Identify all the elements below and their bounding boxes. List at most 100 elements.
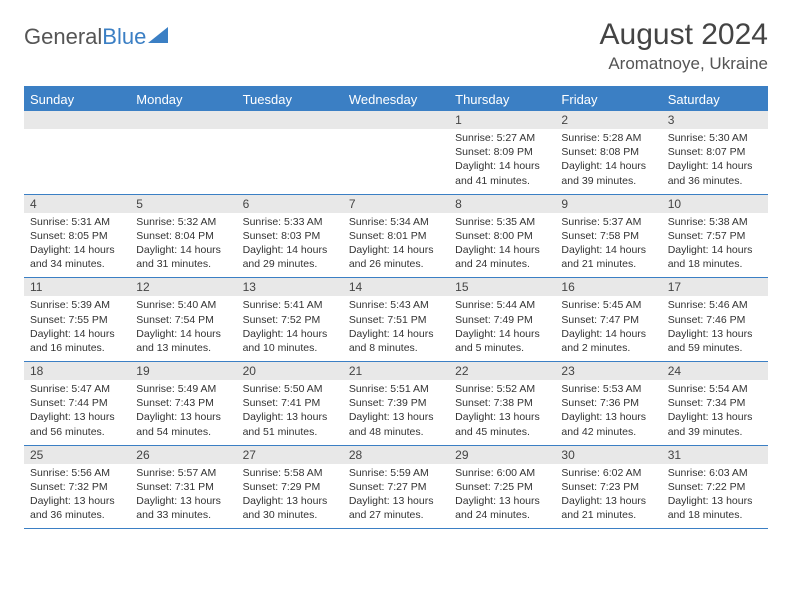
sunset-text: Sunset: 7:38 PM bbox=[455, 396, 549, 410]
day-cell: 19Sunrise: 5:49 AMSunset: 7:43 PMDayligh… bbox=[130, 362, 236, 445]
day-body: Sunrise: 5:32 AMSunset: 8:04 PMDaylight:… bbox=[130, 213, 236, 278]
sunrise-text: Sunrise: 5:38 AM bbox=[668, 215, 762, 229]
sunrise-text: Sunrise: 6:03 AM bbox=[668, 466, 762, 480]
sunset-text: Sunset: 7:31 PM bbox=[136, 480, 230, 494]
day-number bbox=[343, 111, 449, 129]
sunrise-text: Sunrise: 5:43 AM bbox=[349, 298, 443, 312]
day-cell: 30Sunrise: 6:02 AMSunset: 7:23 PMDayligh… bbox=[555, 446, 661, 529]
sunset-text: Sunset: 7:27 PM bbox=[349, 480, 443, 494]
sunrise-text: Sunrise: 5:54 AM bbox=[668, 382, 762, 396]
day-body: Sunrise: 5:59 AMSunset: 7:27 PMDaylight:… bbox=[343, 464, 449, 529]
sunset-text: Sunset: 8:07 PM bbox=[668, 145, 762, 159]
sunset-text: Sunset: 7:47 PM bbox=[561, 313, 655, 327]
daylight-text: Daylight: 14 hours and 31 minutes. bbox=[136, 243, 230, 271]
day-number: 8 bbox=[449, 195, 555, 213]
location: Aromatnoye, Ukraine bbox=[600, 54, 768, 74]
day-number: 10 bbox=[662, 195, 768, 213]
sunrise-text: Sunrise: 5:58 AM bbox=[243, 466, 337, 480]
day-number: 15 bbox=[449, 278, 555, 296]
daylight-text: Daylight: 14 hours and 34 minutes. bbox=[30, 243, 124, 271]
week-row: 4Sunrise: 5:31 AMSunset: 8:05 PMDaylight… bbox=[24, 195, 768, 279]
daylight-text: Daylight: 13 hours and 39 minutes. bbox=[668, 410, 762, 438]
sunset-text: Sunset: 8:04 PM bbox=[136, 229, 230, 243]
sunrise-text: Sunrise: 5:31 AM bbox=[30, 215, 124, 229]
day-body: Sunrise: 5:53 AMSunset: 7:36 PMDaylight:… bbox=[555, 380, 661, 445]
header: GeneralBlue August 2024 Aromatnoye, Ukra… bbox=[24, 18, 768, 74]
daylight-text: Daylight: 13 hours and 42 minutes. bbox=[561, 410, 655, 438]
day-cell: 20Sunrise: 5:50 AMSunset: 7:41 PMDayligh… bbox=[237, 362, 343, 445]
day-cell: 21Sunrise: 5:51 AMSunset: 7:39 PMDayligh… bbox=[343, 362, 449, 445]
sunset-text: Sunset: 7:41 PM bbox=[243, 396, 337, 410]
sunset-text: Sunset: 7:44 PM bbox=[30, 396, 124, 410]
day-number: 29 bbox=[449, 446, 555, 464]
sunset-text: Sunset: 7:43 PM bbox=[136, 396, 230, 410]
day-number: 14 bbox=[343, 278, 449, 296]
day-body: Sunrise: 5:51 AMSunset: 7:39 PMDaylight:… bbox=[343, 380, 449, 445]
week-row: 11Sunrise: 5:39 AMSunset: 7:55 PMDayligh… bbox=[24, 278, 768, 362]
day-body: Sunrise: 5:34 AMSunset: 8:01 PMDaylight:… bbox=[343, 213, 449, 278]
sunset-text: Sunset: 8:03 PM bbox=[243, 229, 337, 243]
sunset-text: Sunset: 7:36 PM bbox=[561, 396, 655, 410]
daylight-text: Daylight: 14 hours and 29 minutes. bbox=[243, 243, 337, 271]
day-cell: 9Sunrise: 5:37 AMSunset: 7:58 PMDaylight… bbox=[555, 195, 661, 278]
day-cell: 2Sunrise: 5:28 AMSunset: 8:08 PMDaylight… bbox=[555, 111, 661, 194]
sunrise-text: Sunrise: 5:37 AM bbox=[561, 215, 655, 229]
daylight-text: Daylight: 13 hours and 48 minutes. bbox=[349, 410, 443, 438]
daylight-text: Daylight: 14 hours and 39 minutes. bbox=[561, 159, 655, 187]
day-body: Sunrise: 5:52 AMSunset: 7:38 PMDaylight:… bbox=[449, 380, 555, 445]
day-cell: 8Sunrise: 5:35 AMSunset: 8:00 PMDaylight… bbox=[449, 195, 555, 278]
sunrise-text: Sunrise: 5:32 AM bbox=[136, 215, 230, 229]
day-number: 20 bbox=[237, 362, 343, 380]
weeks-container: 1Sunrise: 5:27 AMSunset: 8:09 PMDaylight… bbox=[24, 111, 768, 529]
day-cell: 29Sunrise: 6:00 AMSunset: 7:25 PMDayligh… bbox=[449, 446, 555, 529]
daylight-text: Daylight: 13 hours and 24 minutes. bbox=[455, 494, 549, 522]
day-body: Sunrise: 5:54 AMSunset: 7:34 PMDaylight:… bbox=[662, 380, 768, 445]
daylight-text: Daylight: 13 hours and 30 minutes. bbox=[243, 494, 337, 522]
sunrise-text: Sunrise: 6:02 AM bbox=[561, 466, 655, 480]
sunset-text: Sunset: 7:23 PM bbox=[561, 480, 655, 494]
logo-word1: General bbox=[24, 24, 102, 49]
day-number: 6 bbox=[237, 195, 343, 213]
sunrise-text: Sunrise: 5:27 AM bbox=[455, 131, 549, 145]
daylight-text: Daylight: 14 hours and 26 minutes. bbox=[349, 243, 443, 271]
day-body: Sunrise: 5:38 AMSunset: 7:57 PMDaylight:… bbox=[662, 213, 768, 278]
day-number: 24 bbox=[662, 362, 768, 380]
day-body: Sunrise: 5:46 AMSunset: 7:46 PMDaylight:… bbox=[662, 296, 768, 361]
daylight-text: Daylight: 13 hours and 56 minutes. bbox=[30, 410, 124, 438]
day-body: Sunrise: 5:56 AMSunset: 7:32 PMDaylight:… bbox=[24, 464, 130, 529]
sunset-text: Sunset: 7:32 PM bbox=[30, 480, 124, 494]
day-body: Sunrise: 5:31 AMSunset: 8:05 PMDaylight:… bbox=[24, 213, 130, 278]
sunset-text: Sunset: 7:22 PM bbox=[668, 480, 762, 494]
day-number: 27 bbox=[237, 446, 343, 464]
day-body: Sunrise: 5:45 AMSunset: 7:47 PMDaylight:… bbox=[555, 296, 661, 361]
sunset-text: Sunset: 8:05 PM bbox=[30, 229, 124, 243]
daylight-text: Daylight: 13 hours and 21 minutes. bbox=[561, 494, 655, 522]
daylight-text: Daylight: 14 hours and 2 minutes. bbox=[561, 327, 655, 355]
day-body: Sunrise: 5:37 AMSunset: 7:58 PMDaylight:… bbox=[555, 213, 661, 278]
day-number: 9 bbox=[555, 195, 661, 213]
day-body: Sunrise: 5:57 AMSunset: 7:31 PMDaylight:… bbox=[130, 464, 236, 529]
month-title: August 2024 bbox=[600, 18, 768, 52]
day-body: Sunrise: 5:35 AMSunset: 8:00 PMDaylight:… bbox=[449, 213, 555, 278]
sunset-text: Sunset: 7:57 PM bbox=[668, 229, 762, 243]
daylight-text: Daylight: 14 hours and 8 minutes. bbox=[349, 327, 443, 355]
day-body: Sunrise: 5:50 AMSunset: 7:41 PMDaylight:… bbox=[237, 380, 343, 445]
sunrise-text: Sunrise: 5:45 AM bbox=[561, 298, 655, 312]
day-number: 31 bbox=[662, 446, 768, 464]
day-cell: 6 Sunrise: 5:33 AMSunset: 8:03 PMDaylight… bbox=[237, 195, 343, 278]
daylight-text: Daylight: 13 hours and 36 minutes. bbox=[30, 494, 124, 522]
sunset-text: Sunset: 8:09 PM bbox=[455, 145, 549, 159]
day-number: 21 bbox=[343, 362, 449, 380]
logo-word2: Blue bbox=[102, 24, 146, 49]
sunset-text: Sunset: 7:51 PM bbox=[349, 313, 443, 327]
day-cell: 15Sunrise: 5:44 AMSunset: 7:49 PMDayligh… bbox=[449, 278, 555, 361]
day-cell: 1Sunrise: 5:27 AMSunset: 8:09 PMDaylight… bbox=[449, 111, 555, 194]
day-cell: 18Sunrise: 5:47 AMSunset: 7:44 PMDayligh… bbox=[24, 362, 130, 445]
day-number bbox=[24, 111, 130, 129]
daylight-text: Daylight: 14 hours and 5 minutes. bbox=[455, 327, 549, 355]
sunrise-text: Sunrise: 5:33 AM bbox=[243, 215, 337, 229]
day-cell: 17Sunrise: 5:46 AMSunset: 7:46 PMDayligh… bbox=[662, 278, 768, 361]
sunrise-text: Sunrise: 6:00 AM bbox=[455, 466, 549, 480]
day-cell: 26Sunrise: 5:57 AMSunset: 7:31 PMDayligh… bbox=[130, 446, 236, 529]
day-cell: 25Sunrise: 5:56 AMSunset: 7:32 PMDayligh… bbox=[24, 446, 130, 529]
